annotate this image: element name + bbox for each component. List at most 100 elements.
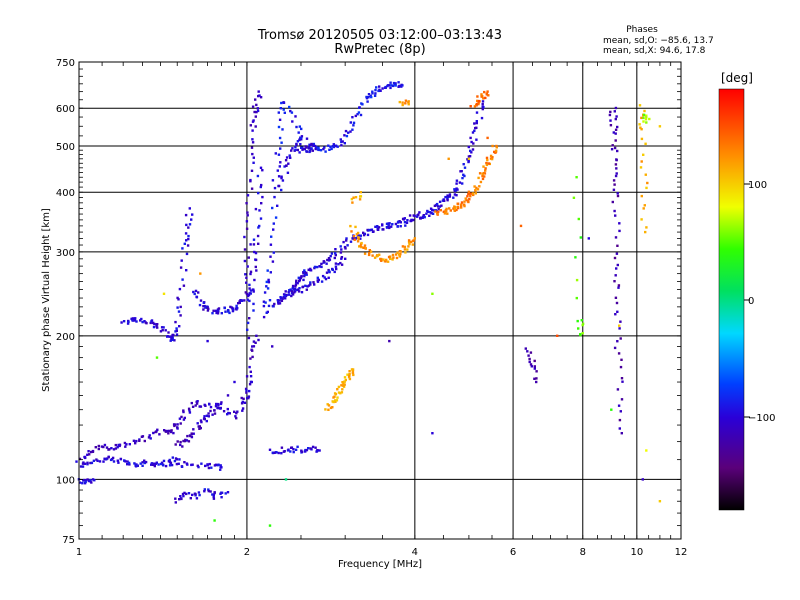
data-point	[377, 226, 381, 229]
data-point	[195, 402, 199, 405]
data-point	[474, 188, 477, 192]
data-point	[342, 240, 345, 244]
data-point	[179, 495, 182, 498]
data-point	[336, 145, 339, 148]
data-point	[404, 99, 408, 102]
data-point	[79, 465, 83, 468]
data-point	[407, 241, 411, 244]
data-point	[204, 404, 207, 407]
data-point	[475, 121, 478, 125]
data-point	[329, 406, 333, 410]
data-point	[143, 461, 146, 465]
data-point	[233, 410, 236, 413]
data-point	[110, 447, 113, 450]
data-point	[244, 291, 247, 294]
data-point	[81, 465, 85, 468]
data-point	[463, 200, 466, 203]
data-point	[491, 156, 494, 159]
data-point	[181, 278, 184, 281]
data-point	[116, 446, 119, 449]
data-point	[199, 299, 203, 302]
data-point	[260, 183, 263, 187]
data-point	[296, 148, 299, 152]
data-point	[298, 125, 301, 128]
data-point	[243, 235, 246, 239]
data-point	[398, 255, 401, 258]
data-point	[166, 429, 169, 433]
data-point	[194, 289, 198, 293]
data-point	[478, 172, 482, 175]
data-point	[259, 185, 262, 189]
data-point	[278, 299, 281, 302]
data-point	[618, 229, 621, 233]
data-point	[411, 243, 414, 246]
data-point	[333, 256, 336, 260]
data-point	[186, 244, 190, 247]
data-point	[276, 169, 279, 172]
data-point	[295, 279, 298, 282]
data-point	[638, 104, 642, 107]
data-point	[311, 149, 314, 152]
data-point	[295, 143, 298, 146]
data-point	[285, 164, 288, 167]
data-point	[83, 478, 86, 482]
data-point	[385, 222, 389, 226]
data-point	[351, 370, 355, 373]
data-point	[235, 306, 239, 310]
data-point	[391, 223, 394, 226]
data-point	[258, 209, 261, 212]
data-point	[226, 413, 229, 416]
data-point	[437, 207, 440, 211]
data-point	[471, 131, 475, 134]
data-point	[91, 450, 95, 453]
data-point	[643, 204, 646, 207]
data-point	[277, 125, 281, 129]
data-point	[278, 165, 281, 168]
data-point	[279, 147, 282, 150]
data-point	[254, 265, 257, 269]
data-point	[138, 439, 141, 442]
data-point	[214, 463, 218, 466]
data-point	[253, 110, 256, 114]
data-point	[174, 443, 177, 446]
data-point	[642, 113, 646, 117]
data-point	[181, 247, 184, 250]
data-point	[262, 304, 266, 308]
data-point	[327, 268, 330, 272]
data-point	[366, 100, 369, 103]
data-point	[257, 191, 260, 195]
data-point	[170, 463, 174, 467]
data-point	[188, 207, 191, 210]
data-point	[390, 225, 393, 228]
data-point	[268, 448, 272, 451]
data-point	[446, 196, 449, 199]
data-point	[620, 377, 624, 380]
data-point	[282, 293, 286, 296]
data-point	[219, 464, 222, 467]
data-point	[173, 339, 176, 342]
data-point	[168, 464, 172, 467]
data-point	[154, 430, 157, 434]
data-point	[481, 103, 484, 106]
data-point	[119, 457, 122, 461]
data-point	[193, 292, 196, 296]
data-point	[183, 439, 187, 443]
data-point	[322, 260, 325, 263]
data-point	[305, 271, 308, 274]
data-point	[455, 187, 458, 190]
data-point	[342, 384, 345, 387]
data-point	[141, 320, 144, 324]
data-point	[308, 150, 311, 154]
data-point	[644, 142, 647, 145]
data-point	[220, 496, 223, 499]
data-point	[114, 447, 118, 450]
data-point	[429, 207, 433, 210]
data-point	[253, 278, 256, 282]
data-point	[475, 120, 478, 123]
data-point	[252, 238, 256, 241]
data-point	[363, 232, 366, 236]
y-tick-300: 300	[56, 248, 75, 259]
data-point	[339, 392, 342, 395]
data-point	[386, 260, 390, 263]
data-point	[166, 335, 169, 338]
